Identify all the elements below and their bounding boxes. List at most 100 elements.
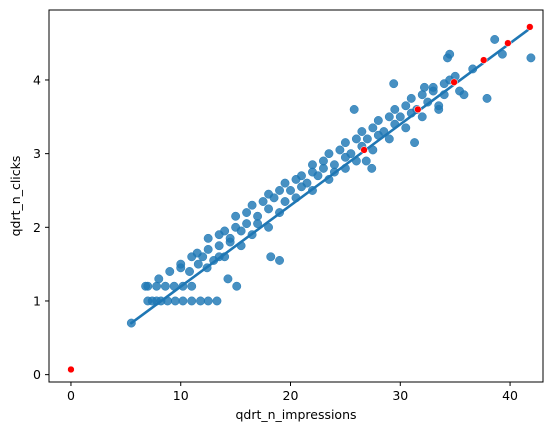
highlight-point	[414, 105, 422, 114]
scatter-point	[406, 93, 416, 103]
scatter-point	[302, 178, 312, 188]
scatter-point	[266, 252, 276, 262]
scatter-point	[223, 274, 233, 284]
scatter-point	[459, 90, 469, 100]
scatter-point	[187, 296, 197, 306]
scatter-point	[214, 241, 224, 251]
scatter-point	[178, 296, 188, 306]
scatter-point	[176, 259, 186, 269]
highlight-point	[450, 78, 458, 86]
scatter-point	[401, 123, 411, 133]
x-axis-label: qdrt_n_impressions	[235, 407, 356, 422]
regression-line	[130, 25, 534, 325]
scatter-point	[410, 138, 420, 148]
scatter-point	[212, 296, 222, 306]
scatter-point	[349, 104, 359, 114]
scatter-point	[242, 219, 252, 229]
scatter-point	[395, 112, 405, 122]
x-tick-label: 0	[67, 388, 75, 403]
highlight-point	[67, 365, 75, 374]
scatter-point	[361, 156, 371, 166]
plot-area	[48, 9, 544, 383]
scatter-point	[152, 281, 162, 291]
scatter-point	[417, 112, 427, 122]
scatter-point	[367, 163, 377, 173]
scatter-point	[165, 267, 175, 276]
x-tick-label: 20	[283, 388, 299, 403]
x-tick-label: 10	[173, 388, 189, 403]
points-layer	[126, 35, 536, 328]
scatter-point	[193, 259, 203, 269]
scatter-point	[482, 93, 492, 103]
scatter-point	[335, 145, 345, 155]
scatter-point	[231, 222, 241, 232]
scatter-point	[417, 90, 427, 100]
scatter-point	[203, 233, 213, 243]
scatter-point	[384, 112, 394, 122]
highlight-point	[504, 39, 512, 47]
scatter-point	[490, 35, 500, 44]
highlight-point	[526, 23, 534, 31]
x-tick-label: 40	[502, 388, 518, 403]
y-tick-label: 2	[33, 220, 41, 235]
scatter-point	[340, 138, 350, 148]
scatter-point	[401, 101, 411, 111]
scatter-point	[445, 49, 455, 59]
scatter-point	[526, 53, 536, 63]
scatter-point	[390, 104, 400, 114]
scatter-point	[351, 134, 361, 144]
scatter-point	[185, 267, 194, 276]
y-tick-label: 0	[33, 367, 41, 382]
highlight-point	[480, 56, 488, 64]
y-axis-label: qdrt_n_clicks	[8, 156, 23, 237]
y-tick-label: 3	[33, 146, 41, 161]
highlight-point	[360, 146, 368, 154]
x-axis-ticks: 0 10 20 30 40	[67, 382, 518, 403]
scatter-point	[329, 160, 339, 170]
scatter-point	[434, 104, 444, 114]
y-tick-label: 4	[33, 72, 41, 87]
scatter-point	[225, 233, 235, 243]
scatter-point	[264, 204, 274, 214]
scatter-point	[280, 197, 290, 206]
scatter-point	[384, 134, 394, 144]
scatter-point	[192, 248, 202, 258]
scatter-point	[346, 149, 356, 159]
scatter-point	[264, 189, 274, 199]
scatter-point	[203, 296, 213, 306]
scatter-point	[318, 156, 328, 166]
scatter-point	[419, 82, 429, 92]
scatter-point	[247, 200, 257, 210]
scatter-point	[220, 226, 230, 236]
x-tick-label: 30	[392, 388, 408, 403]
scatter-point	[242, 208, 252, 218]
scatter-point	[362, 134, 372, 144]
scatter-point	[258, 197, 268, 206]
scatter-point	[389, 79, 399, 89]
scatter-point	[170, 296, 180, 306]
scatter-point	[141, 281, 151, 291]
y-axis-ticks: 0 1 2 3 4	[33, 72, 49, 382]
scatter-point	[160, 281, 170, 291]
regression-layer	[130, 25, 534, 325]
scatter-point	[280, 178, 290, 188]
scatter-point	[368, 123, 378, 133]
scatter-point	[275, 256, 284, 265]
scatter-point	[297, 171, 306, 181]
scatter-point	[428, 82, 438, 92]
scatter-point	[275, 186, 284, 195]
scatter-point	[373, 116, 383, 125]
scatter-point	[253, 211, 263, 221]
scatter-point	[196, 296, 205, 306]
scatter-point	[357, 127, 367, 136]
y-tick-label: 1	[33, 293, 41, 308]
scatter-point	[324, 149, 334, 159]
scatter-point	[154, 274, 164, 284]
scatter-point	[232, 281, 242, 291]
highlight-points-layer	[67, 23, 534, 374]
scatter-point	[187, 281, 197, 291]
scatter-point	[286, 186, 295, 195]
scatter-point	[231, 211, 241, 221]
